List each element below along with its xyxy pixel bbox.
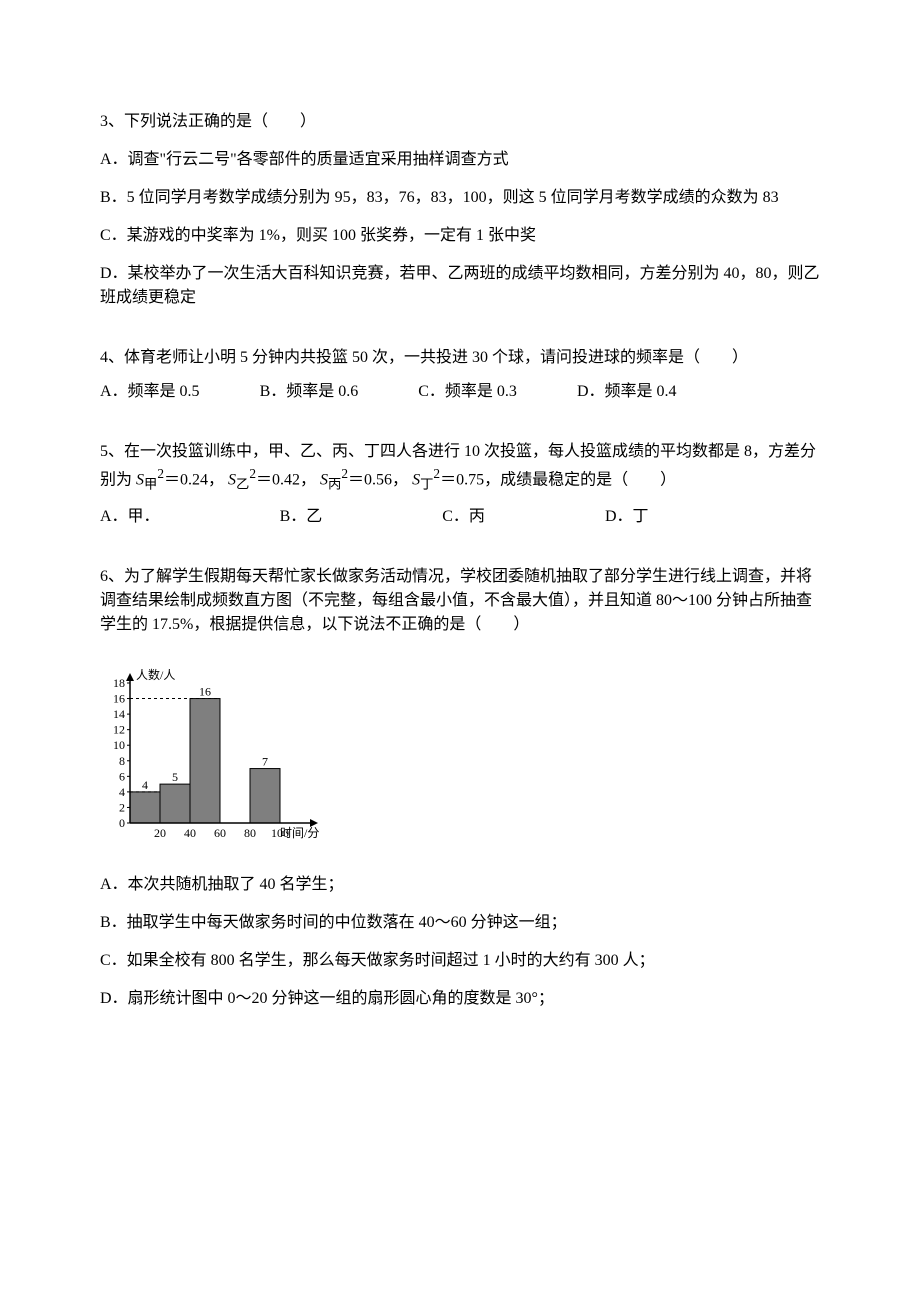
q5-s3-l: S: [320, 471, 328, 488]
q4-option-c: C．频率是 0.3: [418, 380, 517, 404]
svg-text:80: 80: [244, 826, 256, 840]
svg-text:12: 12: [113, 722, 125, 736]
q3-option-c: C．某游戏的中奖率为 1%，则买 100 张奖券，一定有 1 张中奖: [100, 224, 820, 248]
svg-text:8: 8: [119, 753, 125, 767]
q5-option-a: A．甲．: [100, 505, 160, 529]
question-6: 6、为了解学生假期每天帮忙家长做家务活动情况，学校团委随机抽取了部分学生进行线上…: [100, 565, 820, 1011]
q6-stem: 6、为了解学生假期每天帮忙家长做家务活动情况，学校团委随机抽取了部分学生进行线上…: [100, 565, 820, 637]
q6-option-a: A．本次共随机抽取了 40 名学生；: [100, 873, 820, 897]
svg-text:20: 20: [154, 826, 166, 840]
q6-option-d: D．扇形统计图中 0～20 分钟这一组的扇形圆心角的度数是 30°；: [100, 987, 820, 1011]
svg-text:18: 18: [113, 676, 125, 690]
svg-text:6: 6: [119, 769, 125, 783]
question-3: 3、下列说法正确的是（ ） A．调查"行云二号"各零部件的质量适宜采用抽样调查方…: [100, 110, 820, 310]
q4-options: A．频率是 0.5 B．频率是 0.6 C．频率是 0.3 D．频率是 0.4: [100, 380, 820, 404]
q6-option-c: C．如果全校有 800 名学生，那么每天做家务时间超过 1 小时的大约有 300…: [100, 949, 820, 973]
q5-stem: 5、在一次投篮训练中，甲、乙、丙、丁四人各进行 10 次投篮，每人投篮成绩的平均…: [100, 440, 820, 495]
q5-eq1: ＝0.24，: [164, 471, 224, 488]
q5-s1-l: S: [136, 471, 144, 488]
q5-s1-sup: 2: [157, 466, 164, 481]
q5-option-b: B．乙: [280, 505, 323, 529]
svg-text:2: 2: [119, 800, 125, 814]
svg-text:7: 7: [262, 754, 268, 768]
question-4: 4、体育老师让小明 5 分钟内共投篮 50 次，一共投进 30 个球，请问投进球…: [100, 346, 820, 404]
svg-text:4: 4: [142, 777, 148, 791]
histogram-svg: 0246810121416182040608010045167人数/人时间/分钟: [100, 665, 320, 845]
svg-text:40: 40: [184, 826, 196, 840]
svg-text:16: 16: [113, 691, 125, 705]
q4-option-d: D．频率是 0.4: [577, 380, 677, 404]
q4-stem: 4、体育老师让小明 5 分钟内共投篮 50 次，一共投进 30 个球，请问投进球…: [100, 346, 820, 370]
svg-text:0: 0: [119, 816, 125, 830]
q5-s3-sub: 丙: [328, 477, 341, 492]
q5-option-c: C．丙: [442, 505, 485, 529]
document-page: 3、下列说法正确的是（ ） A．调查"行云二号"各零部件的质量适宜采用抽样调查方…: [0, 0, 920, 1127]
svg-text:14: 14: [113, 707, 125, 721]
q4-option-b: B．频率是 0.6: [260, 380, 359, 404]
q5-s4-sub: 丁: [420, 477, 433, 492]
q5-option-d: D．丁: [605, 505, 649, 529]
q3-stem: 3、下列说法正确的是（ ）: [100, 110, 820, 134]
histogram-chart: 0246810121416182040608010045167人数/人时间/分钟: [100, 665, 820, 845]
q5-s2-l: S: [228, 471, 236, 488]
svg-text:10: 10: [113, 738, 125, 752]
q5-options: A．甲． B．乙 C．丙 D．丁: [100, 505, 820, 529]
q5-s1-sub: 甲: [144, 477, 157, 492]
q3-option-b: B．5 位同学月考数学成绩分别为 95，83，76，83，100，则这 5 位同…: [100, 186, 820, 210]
q3-option-a: A．调查"行云二号"各零部件的质量适宜采用抽样调查方式: [100, 148, 820, 172]
q6-option-b: B．抽取学生中每天做家务时间的中位数落在 40～60 分钟这一组；: [100, 911, 820, 935]
svg-text:5: 5: [172, 770, 178, 784]
q5-s2-sub: 乙: [236, 477, 249, 492]
q5-eq2: ＝0.42，: [256, 471, 316, 488]
svg-text:人数/人: 人数/人: [136, 667, 175, 682]
question-5: 5、在一次投篮训练中，甲、乙、丙、丁四人各进行 10 次投篮，每人投篮成绩的平均…: [100, 440, 820, 529]
svg-text:时间/分钟: 时间/分钟: [280, 825, 320, 840]
svg-text:16: 16: [199, 684, 211, 698]
svg-text:60: 60: [214, 826, 226, 840]
q5-s4-l: S: [412, 471, 420, 488]
q3-option-d: D．某校举办了一次生活大百科知识竞赛，若甲、乙两班的成绩平均数相同，方差分别为 …: [100, 262, 820, 310]
q5-eq4: ＝0.75，成绩最稳定的是（ ）: [440, 471, 676, 488]
svg-text:4: 4: [119, 784, 125, 798]
q5-eq3: ＝0.56，: [348, 471, 408, 488]
q4-option-a: A．频率是 0.5: [100, 380, 200, 404]
